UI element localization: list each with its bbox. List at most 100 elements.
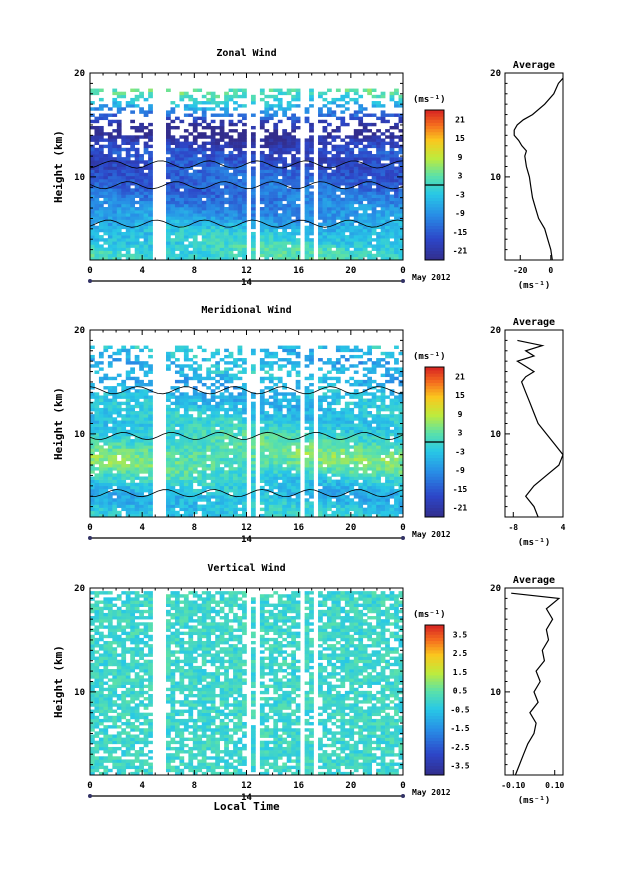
heatmap-cell xyxy=(188,473,194,477)
heatmap-cell xyxy=(358,132,364,136)
heatmap-cell xyxy=(170,197,176,202)
heatmap-cell xyxy=(206,370,212,374)
heatmap-cell xyxy=(295,429,301,434)
heatmap-cell xyxy=(286,132,292,136)
heatmap-cell xyxy=(233,247,238,251)
heatmap-cell xyxy=(219,457,225,462)
heatmap-cell xyxy=(358,256,364,261)
heatmap-cell xyxy=(210,454,216,459)
heatmap-cell xyxy=(389,247,395,251)
heatmap-cell xyxy=(188,250,194,255)
heatmap-cell xyxy=(344,225,350,230)
heatmap-cell xyxy=(349,116,355,121)
heatmap-cell xyxy=(206,235,212,239)
heatmap-cell xyxy=(183,247,189,251)
heatmap-cell xyxy=(107,188,113,192)
heatmap-cell xyxy=(309,451,314,455)
heatmap-cell xyxy=(210,376,216,381)
heatmap-cell xyxy=(219,191,225,195)
heatmap-cell xyxy=(125,373,131,378)
heatmap-cell xyxy=(125,513,131,518)
heatmap-cell xyxy=(344,200,350,205)
heatmap-cell xyxy=(371,172,377,177)
heatmap-cell xyxy=(112,238,118,242)
heatmap-cell xyxy=(277,414,283,418)
heatmap-cell xyxy=(277,253,283,258)
heatmap-cell xyxy=(210,191,216,195)
heatmap-cell xyxy=(219,241,225,245)
heatmap-cell xyxy=(206,154,212,158)
heatmap-cell xyxy=(242,241,247,245)
heatmap-cell xyxy=(224,104,229,108)
heatmap-cell xyxy=(268,191,274,195)
heatmap-cell xyxy=(309,460,314,465)
heatmap-cell xyxy=(174,448,180,452)
heatmap-cell xyxy=(233,225,238,230)
heatmap-cell xyxy=(197,191,203,195)
heatmap-cell xyxy=(219,135,225,139)
heatmap-cell xyxy=(148,395,153,399)
heatmap-cell xyxy=(335,228,341,233)
heatmap-cell xyxy=(318,256,323,261)
heatmap-cell xyxy=(295,253,301,258)
heatmap-cell xyxy=(134,238,140,242)
heatmap-cell xyxy=(353,113,359,117)
heatmap-cell xyxy=(242,358,247,362)
heatmap-cell xyxy=(170,439,176,443)
heatmap-cell xyxy=(228,113,234,117)
heatmap-cell xyxy=(273,451,279,455)
heatmap-cell xyxy=(170,448,176,452)
heatmap-cell xyxy=(148,138,153,142)
heatmap-cell xyxy=(192,451,198,455)
heatmap-cell xyxy=(148,439,153,443)
heatmap-cell xyxy=(134,231,140,236)
heatmap-cell xyxy=(398,182,404,186)
heatmap-cell xyxy=(134,442,140,446)
heatmap-cell xyxy=(250,501,256,505)
heatmap-cell xyxy=(291,141,296,145)
heatmap-cell xyxy=(94,231,100,236)
heatmap-cell xyxy=(268,395,274,399)
heatmap-cell xyxy=(371,228,377,233)
heatmap-cell xyxy=(259,138,265,142)
heatmap-cell xyxy=(197,417,203,421)
heatmap-cell xyxy=(291,498,296,502)
heatmap-cell xyxy=(385,175,390,180)
heatmap-cell xyxy=(282,429,288,434)
heatmap-cell xyxy=(215,510,220,515)
heatmap-cell xyxy=(224,200,229,205)
heatmap-cell xyxy=(233,513,238,518)
colorbar-tick-label: -15 xyxy=(453,228,468,237)
heatmap-cell xyxy=(376,135,381,139)
heatmap-cell xyxy=(130,454,136,459)
heatmap-cell xyxy=(148,210,153,214)
heatmap-cell xyxy=(340,256,346,261)
heatmap-cell xyxy=(112,498,118,502)
heatmap-cell xyxy=(264,417,270,421)
heatmap-cell xyxy=(107,470,113,474)
heatmap-cell xyxy=(389,231,395,236)
heatmap-cell xyxy=(304,426,310,431)
heatmap-cell xyxy=(125,423,131,427)
heatmap-cell xyxy=(358,175,364,180)
heatmap-cell xyxy=(197,135,203,139)
heatmap-cell xyxy=(143,125,149,130)
heatmap-cell xyxy=(125,370,131,374)
heatmap-cell xyxy=(107,113,113,117)
heatmap-cell xyxy=(170,386,176,390)
heatmap-cell xyxy=(331,188,337,192)
heatmap-cell xyxy=(385,250,390,255)
heatmap-cell xyxy=(237,358,243,362)
heatmap-cell xyxy=(264,207,270,211)
heatmap-cell xyxy=(170,185,176,189)
heatmap-cell xyxy=(210,147,216,152)
heatmap-cell xyxy=(215,250,220,255)
heatmap-cell xyxy=(259,476,265,480)
heatmap-cell xyxy=(367,182,372,186)
heatmap-cell xyxy=(148,420,153,424)
heatmap-cell xyxy=(389,225,395,230)
heatmap-cell xyxy=(322,247,328,251)
heatmap-cell xyxy=(282,364,288,368)
heatmap-cell xyxy=(116,445,122,449)
heatmap-cell xyxy=(250,175,256,180)
